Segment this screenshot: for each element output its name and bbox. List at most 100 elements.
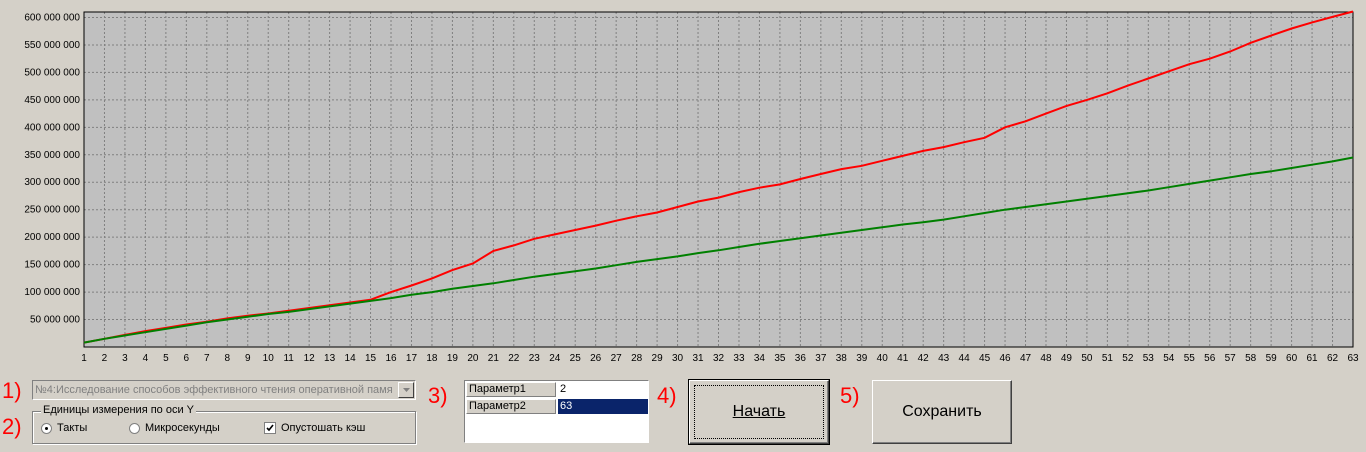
x-tick-label: 19: [447, 353, 459, 364]
x-tick-label: 22: [508, 353, 520, 364]
x-tick-label: 26: [590, 353, 602, 364]
x-tick-label: 14: [345, 353, 357, 364]
start-button-label: Начать: [732, 403, 786, 420]
x-tick-label: 50: [1081, 353, 1093, 364]
step-1-label: 1): [2, 378, 22, 403]
x-tick-label: 4: [143, 353, 149, 364]
x-tick-label: 38: [836, 353, 848, 364]
step-2-label: 2): [2, 414, 22, 439]
step-4-label: 4): [657, 383, 677, 408]
test-select-dropdown-button[interactable]: [398, 382, 414, 398]
plot-area: [84, 12, 1353, 347]
x-tick-label: 51: [1102, 353, 1114, 364]
param-value-cell[interactable]: 2: [560, 383, 567, 395]
x-tick-label: 23: [529, 353, 541, 364]
param-name-cell: Параметр2: [466, 399, 556, 414]
x-tick-label: 3: [122, 353, 128, 364]
x-tick-label: 52: [1122, 353, 1134, 364]
radio-ticks[interactable]: Такты: [41, 422, 87, 434]
x-tick-label: 33: [733, 353, 745, 364]
x-tick-label: 24: [549, 353, 561, 364]
radio-ticks-label: Такты: [57, 422, 88, 434]
radio-microseconds-indicator[interactable]: [129, 422, 140, 434]
x-tick-label: 58: [1245, 353, 1257, 364]
x-tick-label: 28: [631, 353, 643, 364]
y-tick-label: 350 000 000: [24, 150, 80, 161]
y-tick-label: 50 000 000: [30, 315, 80, 326]
x-tick-label: 49: [1061, 353, 1073, 364]
test-select[interactable]: №4:Исследование способов эффективного чт…: [32, 380, 416, 400]
param-row[interactable]: Параметр1 2: [466, 382, 648, 398]
y-tick-label: 250 000 000: [24, 205, 80, 216]
series-line-1: [83, 10, 1354, 344]
start-button[interactable]: Начать: [688, 379, 830, 445]
step-3-label: 3): [428, 383, 448, 408]
parameter-grid[interactable]: Параметр1 2 Параметр2 63: [464, 380, 649, 443]
x-tick-label: 62: [1327, 353, 1339, 364]
param-name-cell: Параметр1: [466, 382, 556, 397]
x-tick-label: 45: [979, 353, 991, 364]
x-tick-label: 37: [815, 353, 827, 364]
x-tick-label: 41: [897, 353, 909, 364]
x-tick-label: 16: [385, 353, 397, 364]
flush-cache-checkbox[interactable]: Опустошать кэш: [264, 422, 365, 434]
radio-microseconds-label: Микросекунды: [145, 422, 220, 434]
plot-border: [83, 11, 1354, 348]
y-tick-label: 400 000 000: [24, 122, 80, 133]
y-tick-label: 500 000 000: [24, 67, 80, 78]
param-row[interactable]: Параметр2 63: [466, 399, 648, 415]
x-tick-label: 29: [652, 353, 664, 364]
x-tick-label: 31: [692, 353, 704, 364]
x-tick-label: 63: [1347, 353, 1359, 364]
x-tick-label: 2: [102, 353, 108, 364]
param-value-cell-selected[interactable]: 63: [558, 399, 648, 414]
x-tick-label: 44: [959, 353, 971, 364]
check-icon: [266, 424, 274, 432]
x-tick-label: 57: [1225, 353, 1237, 364]
y-tick-label: 150 000 000: [24, 260, 80, 271]
y-tick-label: 450 000 000: [24, 95, 80, 106]
y-tick-label: 300 000 000: [24, 177, 80, 188]
x-tick-label: 47: [1020, 353, 1032, 364]
x-tick-label: 46: [999, 353, 1011, 364]
y-tick-label: 550 000 000: [24, 40, 80, 51]
x-tick-label: 32: [713, 353, 725, 364]
x-tick-label: 53: [1143, 353, 1155, 364]
x-tick-label: 60: [1286, 353, 1298, 364]
save-button-label: Сохранить: [902, 403, 982, 420]
x-tick-label: 12: [304, 353, 316, 364]
x-tick-label: 48: [1040, 353, 1052, 364]
x-tick-label: 30: [672, 353, 684, 364]
x-tick-label: 55: [1184, 353, 1196, 364]
y-units-group: Единицы измерения по оси Y Такты Микросе…: [32, 404, 416, 444]
x-tick-label: 17: [406, 353, 418, 364]
line-chart: 50 000 000 100 000 000 150 000 000 200 000 …: [24, 10, 1359, 364]
y-tick-label: 600 000 000: [24, 12, 80, 23]
x-tick-label: 40: [877, 353, 889, 364]
x-tick-label: 18: [426, 353, 438, 364]
x-tick-label: 42: [918, 353, 930, 364]
x-tick-label: 35: [774, 353, 786, 364]
x-tick-label: 15: [365, 353, 377, 364]
x-tick-label: 11: [283, 353, 294, 364]
test-select-value: №4:Исследование способов эффективного чт…: [35, 384, 393, 396]
flush-cache-box[interactable]: [264, 422, 276, 434]
x-tick-label: 34: [754, 353, 766, 364]
y-tick-label: 100 000 000: [24, 287, 80, 298]
radio-microseconds[interactable]: Микросекунды: [129, 422, 220, 434]
x-tick-label: 10: [263, 353, 275, 364]
x-tick-label: 61: [1307, 353, 1319, 364]
chart-panel: 50 000 000 100 000 000 150 000 000 200 000 …: [24, 10, 1359, 364]
x-tick-label: 59: [1266, 353, 1278, 364]
radio-ticks-indicator[interactable]: [41, 422, 52, 434]
x-tick-label: 27: [611, 353, 623, 364]
x-tick-label: 7: [204, 353, 210, 364]
save-button[interactable]: Сохранить: [872, 380, 1012, 444]
x-tick-label: 5: [163, 353, 169, 364]
x-tick-label: 20: [467, 353, 479, 364]
x-tick-label: 39: [856, 353, 868, 364]
x-tick-label: 56: [1204, 353, 1216, 364]
x-tick-label: 43: [938, 353, 950, 364]
chevron-down-icon: [402, 388, 410, 392]
x-tick-label: 36: [795, 353, 807, 364]
